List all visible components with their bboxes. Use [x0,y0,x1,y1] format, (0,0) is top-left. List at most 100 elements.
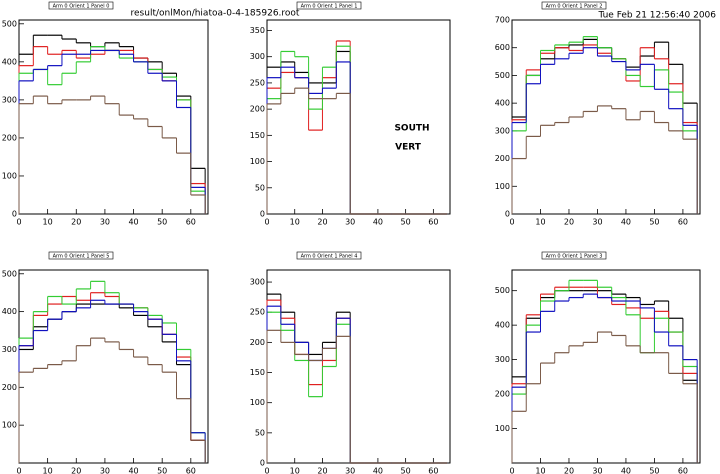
y-tick-label: 350 [250,26,265,35]
file-name: result/onlMon/hiatoa-0-4-185926.root [131,9,300,19]
timestamp: Tue Feb 21 12:56:40 2006 [597,11,716,21]
y-tick-label: 100 [2,421,17,430]
plot-frame [266,19,451,215]
y-tick-label: 200 [495,154,510,163]
x-tick-label: 20 [71,467,81,474]
x-tick-label: 0 [264,467,269,474]
panel-title-box [48,251,114,260]
x-tick-label: 30 [592,218,602,227]
annotation: VERT [395,143,422,153]
y-tick-label: 250 [250,78,265,87]
y-tick-label: 500 [2,269,17,278]
x-tick-label: 0 [16,218,21,227]
y-tick-label: 400 [495,99,510,108]
y-tick-label: 500 [495,71,510,80]
x-tick-label: 40 [373,218,383,227]
panel-title: Arm 0 Orient 1 Panel 1 [301,3,358,9]
x-tick-label: 20 [317,218,327,227]
x-tick-label: 30 [592,467,602,474]
y-tick-label: 200 [250,338,265,347]
panel-title: Arm 0 Orient 1 Panel 2 [546,3,603,9]
x-tick-label: 10 [43,467,53,474]
y-tick-label: 150 [250,131,265,140]
y-tick-label: 200 [2,133,17,142]
x-tick-label: 10 [290,467,300,474]
x-tick-label: 40 [373,467,383,474]
x-tick-label: 60 [428,467,438,474]
y-tick-label: 0 [260,459,265,468]
x-tick-label: 50 [401,467,411,474]
panel-title-box [541,1,607,10]
y-tick-label: 100 [250,398,265,407]
x-tick-label: 60 [186,218,196,227]
x-tick-label: 20 [564,467,574,474]
x-tick-label: 50 [157,218,167,227]
y-tick-label: 400 [495,321,510,330]
y-tick-label: 100 [495,182,510,191]
y-tick-label: 400 [2,307,17,316]
x-tick-label: 60 [678,467,688,474]
panel-title: Arm 0 Orient 1 Panel 4 [301,253,358,259]
panel-title: Arm 0 Orient 1 Panel 0 [53,3,110,9]
plot-frame [18,269,209,464]
y-tick-label: 250 [250,308,265,317]
y-tick-label: 300 [495,126,510,135]
y-tick-label: 700 [495,16,510,25]
x-tick-label: 10 [535,467,545,474]
x-tick-label: 60 [186,467,196,474]
y-tick-label: 0 [260,210,265,219]
y-tick-label: 200 [250,105,265,114]
panel-title-box [48,1,114,10]
plot-frame [266,269,451,464]
x-tick-label: 30 [100,467,110,474]
x-tick-label: 40 [128,467,138,474]
x-tick-label: 50 [401,218,411,227]
y-tick-label: 300 [2,95,17,104]
y-tick-label: 150 [250,368,265,377]
x-tick-label: 60 [428,218,438,227]
x-tick-label: 50 [157,467,167,474]
y-tick-label: 300 [495,355,510,364]
y-tick-label: 400 [2,57,17,66]
y-tick-label: 50 [255,428,265,437]
x-tick-label: 50 [649,467,659,474]
annotation: SOUTH [394,124,429,134]
x-tick-label: 0 [509,467,514,474]
y-tick-label: 100 [2,171,17,180]
x-tick-label: 30 [345,218,355,227]
panel-title-box [296,251,362,260]
panel-title-box [541,251,607,260]
y-tick-label: 0 [505,210,510,219]
y-tick-label: 500 [2,19,17,28]
panel-title-box [296,1,362,10]
y-tick-label: 100 [250,157,265,166]
x-tick-label: 40 [621,218,631,227]
y-tick-label: 50 [255,183,265,192]
y-tick-label: 600 [495,43,510,52]
y-tick-label: 300 [2,345,17,354]
x-tick-label: 0 [509,218,514,227]
panel-title: Arm 0 Orient 1 Panel 3 [546,253,603,259]
y-tick-label: 300 [250,278,265,287]
panel-title: Arm 0 Orient 1 Panel 5 [53,253,110,259]
y-tick-label: 300 [250,52,265,61]
x-tick-label: 40 [128,218,138,227]
x-tick-label: 10 [290,218,300,227]
x-tick-label: 0 [16,467,21,474]
x-tick-label: 20 [564,218,574,227]
x-tick-label: 40 [621,467,631,474]
x-tick-label: 20 [71,218,81,227]
y-tick-label: 100 [495,424,510,433]
x-tick-label: 50 [649,218,659,227]
x-tick-label: 20 [317,467,327,474]
plot-frame [18,19,209,215]
x-tick-label: 0 [264,218,269,227]
y-tick-label: 500 [495,286,510,295]
x-tick-label: 30 [345,467,355,474]
y-tick-label: 200 [495,390,510,399]
x-tick-label: 60 [678,218,688,227]
x-tick-label: 10 [535,218,545,227]
y-tick-label: 0 [12,210,17,219]
